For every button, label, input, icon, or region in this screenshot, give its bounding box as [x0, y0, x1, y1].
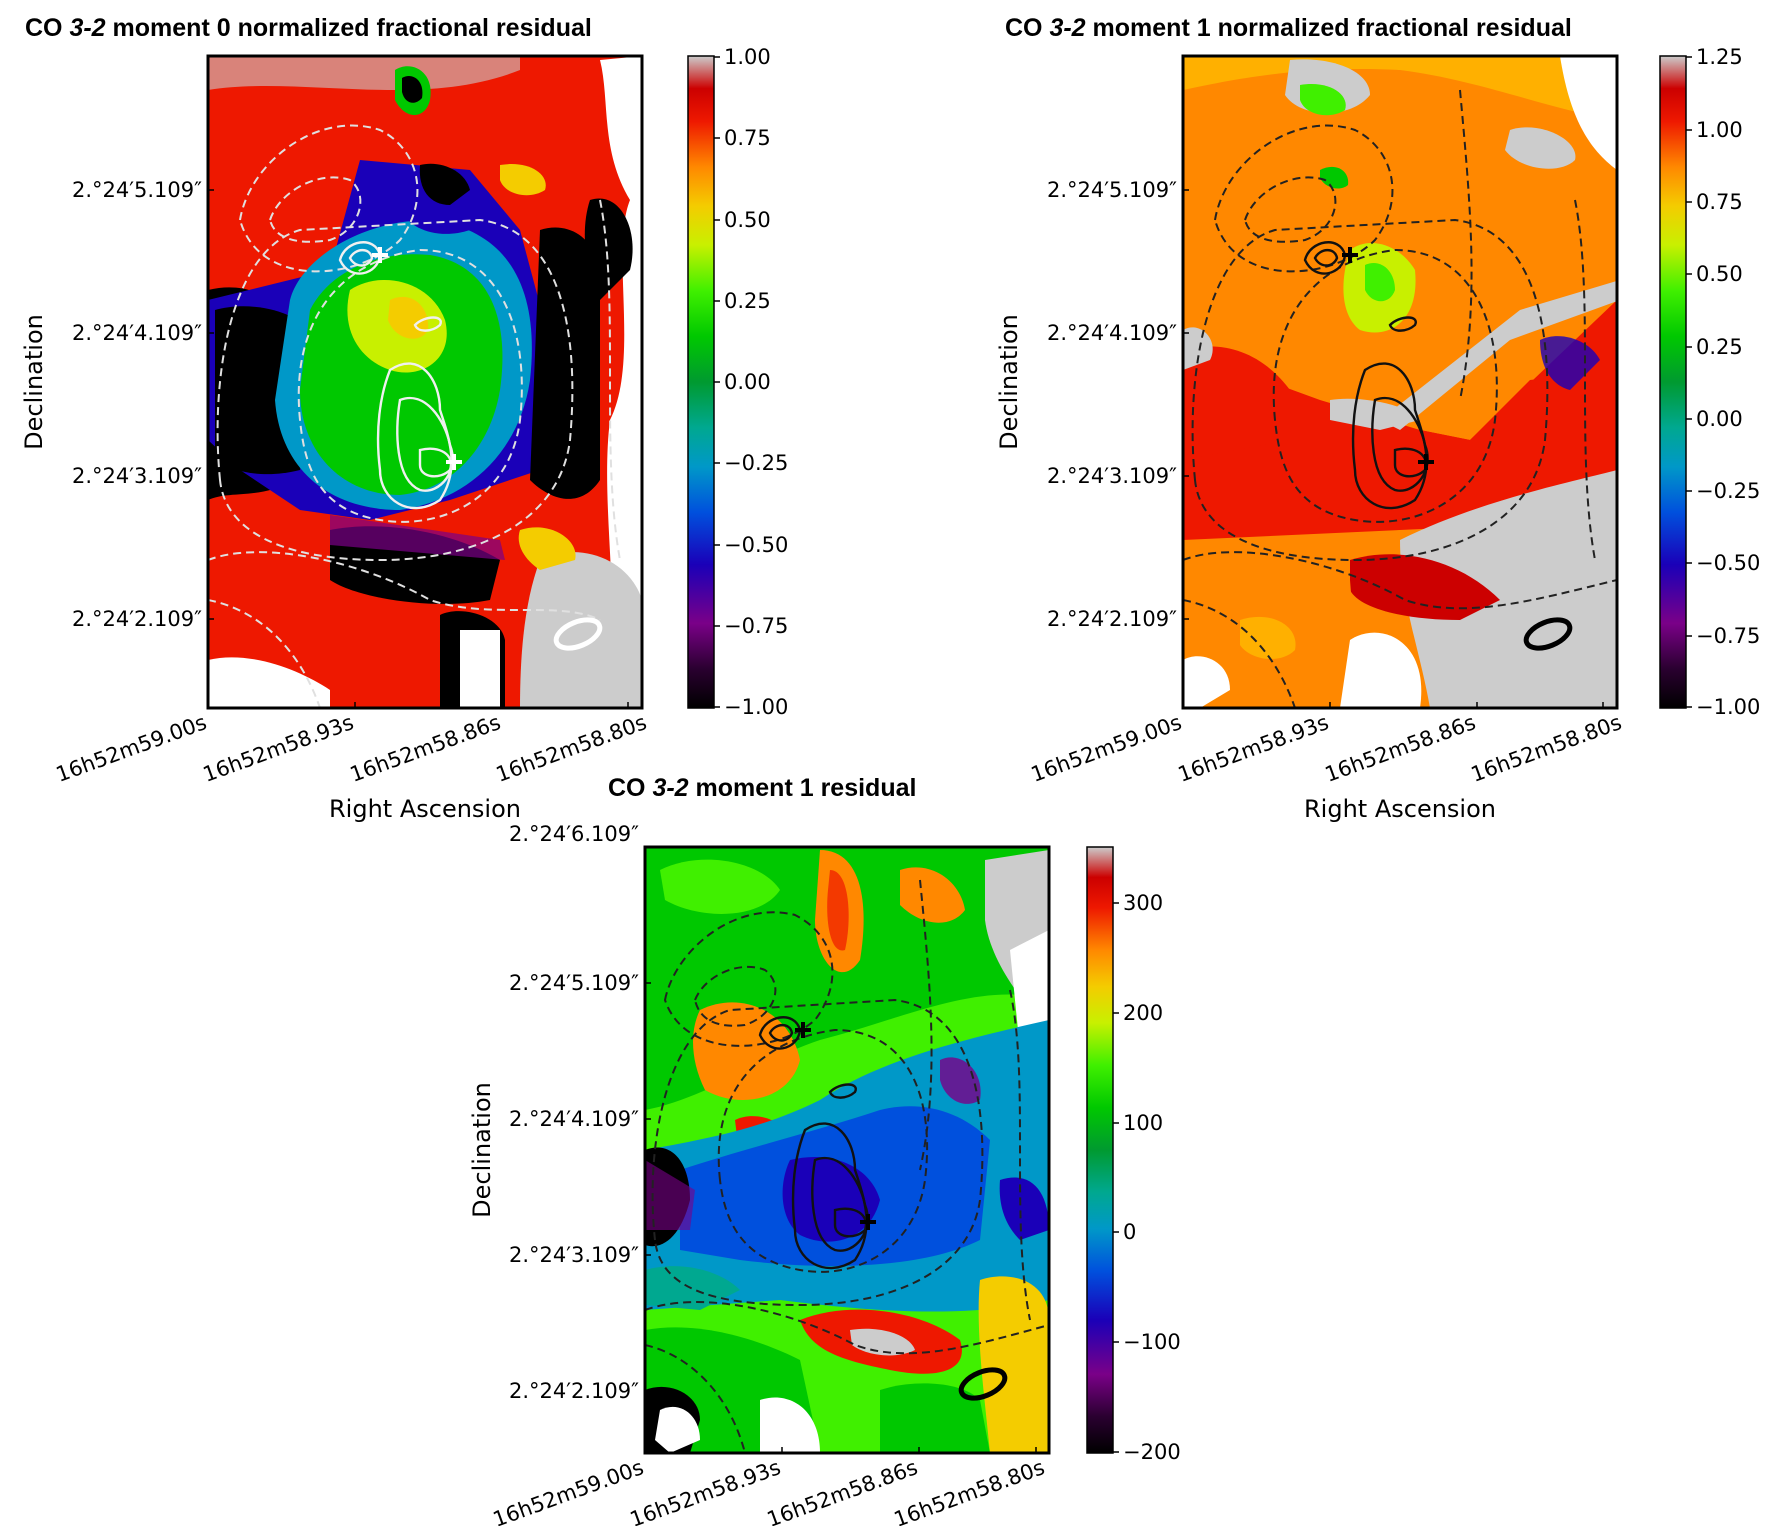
panel2-frame: [1181, 54, 1619, 710]
panel1-cbar-tick: 0.75: [724, 126, 771, 150]
panel2-title: CO 3-2 moment 1 normalized fractional re…: [1005, 14, 1572, 42]
panel3-marker-b: [860, 1214, 876, 1230]
panel2-cbar-tick: −1.00: [1696, 695, 1760, 719]
panel2-contours: [1183, 89, 1617, 708]
panel1-frame: [206, 54, 644, 710]
panel3-xtick: 16h52m59.00s: [490, 1455, 647, 1526]
panel2-ytick: 2.°24′2.109″: [1047, 607, 1177, 631]
panel2-beam-ellipse: [1523, 617, 1573, 651]
panel1-cbar-tick: 1.00: [724, 45, 771, 69]
panel3-ytick: 2.°24′6.109″: [509, 822, 639, 846]
panel2-xtick: 16h52m58.86s: [1322, 710, 1479, 787]
panel2-xtick: 16h52m59.00s: [1028, 710, 1185, 787]
panel3-cbar-tick: 100: [1123, 1111, 1163, 1135]
panel3-solid-contours: [758, 1016, 869, 1270]
panel2-heatmap: [1183, 56, 1617, 708]
panel1-cbar-tick: −0.75: [724, 614, 788, 638]
panel3-ylabel: Declination: [468, 1082, 496, 1218]
panel1-xtick: 16h52m58.86s: [347, 710, 504, 787]
panel2-cbar-tick: 0.25: [1696, 335, 1743, 359]
panel3-frame: [643, 845, 1051, 1455]
panel3-y-tick-labels: 2.°24′6.109″ 2.°24′5.109″ 2.°24′4.109″ 2…: [509, 822, 639, 1403]
panel3-ytick: 2.°24′2.109″: [509, 1379, 639, 1403]
panel3-ytick: 2.°24′4.109″: [509, 1107, 639, 1131]
panel2-cbar-tick: 1.25: [1696, 45, 1743, 69]
panel3-colorbar-ticks: [1113, 902, 1119, 1453]
panel2-xlabel: Right Ascension: [1304, 795, 1496, 823]
panel1-y-tick-labels: 2.°24′5.109″ 2.°24′4.109″ 2.°24′3.109″ 2…: [72, 178, 202, 631]
panel1-colorbar: [687, 55, 715, 709]
panel3-cbar-tick: −100: [1123, 1330, 1181, 1354]
panel3-heatmap: [645, 847, 1049, 1453]
panel1-ytick: 2.°24′5.109″: [72, 178, 202, 202]
panel3-cbar-tick: −200: [1123, 1440, 1181, 1464]
panel3-title: CO 3-2 moment 1 residual: [608, 774, 916, 802]
panel3-cbar-tick: 300: [1123, 891, 1163, 915]
panel3-ticks: [644, 846, 1037, 1453]
panel2-cbar-tick: 0.50: [1696, 262, 1743, 286]
panel1-contours: [208, 124, 621, 708]
panel2-colorbar-labels: 1.25 1.00 0.75 0.50 0.25 0.00 −0.25 −0.5…: [1696, 45, 1760, 719]
panel3-beam-ellipse: [958, 1367, 1008, 1401]
panel2-marker-a: [1342, 247, 1358, 263]
panel1-cbar-tick: −1.00: [724, 695, 788, 719]
panel1-marker-b: [446, 454, 462, 470]
panel2-x-tick-labels: 16h52m59.00s 16h52m58.93s 16h52m58.86s 1…: [1028, 710, 1625, 787]
panel1-cbar-tick: 0.50: [724, 208, 771, 232]
panel3-markers: [795, 1022, 876, 1230]
panel2-cbar-tick: −0.25: [1696, 479, 1760, 503]
panel1-xtick: 16h52m59.00s: [53, 710, 210, 787]
panel1-heatmap: [208, 56, 642, 708]
panel2-cbar-tick: −0.75: [1696, 624, 1760, 648]
panel2-cbar-tick: −0.50: [1696, 551, 1760, 575]
panel1-cbar-tick: 0.25: [724, 289, 771, 313]
panel2-marker-b: [1418, 454, 1434, 470]
panel2-cbar-tick: 0.00: [1696, 407, 1743, 431]
panel3-colorbar-labels: 300 200 100 0 −100 −200: [1123, 891, 1181, 1464]
panel1-beam-ellipse: [553, 617, 603, 651]
panel1-ytick: 2.°24′2.109″: [72, 607, 202, 631]
panel2-colorbar: [1659, 55, 1687, 709]
panel1-cbar-tick: −0.50: [724, 533, 788, 557]
panel2-ylabel: Declination: [995, 314, 1023, 450]
panel2-ytick: 2.°24′5.109″: [1047, 178, 1177, 202]
panel3-marker-a: [795, 1022, 811, 1038]
panel2-markers: [1342, 247, 1434, 470]
panel2-xtick: 16h52m58.93s: [1175, 710, 1332, 787]
panel2-xtick: 16h52m58.80s: [1468, 710, 1625, 787]
panel3-colorbar: [1086, 846, 1114, 1454]
panel3-ytick: 2.°24′3.109″: [509, 1243, 639, 1267]
panel3-xtick: 16h52m58.93s: [627, 1455, 784, 1526]
panel1-ylabel: Declination: [20, 314, 48, 450]
panel1-xlabel: Right Ascension: [329, 795, 521, 823]
panel1-cbar-tick: −0.25: [724, 451, 788, 475]
panel1-x-tick-labels: 16h52m59.00s 16h52m58.93s 16h52m58.86s 1…: [53, 710, 650, 787]
panel1-ticks: [207, 189, 629, 708]
panel1-markers: [372, 247, 462, 470]
panel2-cbar-tick: 0.75: [1696, 190, 1743, 214]
panel2-ytick: 2.°24′4.109″: [1047, 321, 1177, 345]
panel2-colorbar-ticks: [1686, 56, 1692, 708]
panel3-contours: [645, 879, 1049, 1453]
panel1-marker-a: [372, 247, 388, 263]
panel3-x-tick-labels: 16h52m59.00s 16h52m58.93s 16h52m58.86s 1…: [490, 1455, 1048, 1526]
panel2-y-tick-labels: 2.°24′5.109″ 2.°24′4.109″ 2.°24′3.109″ 2…: [1047, 178, 1177, 631]
panel1-ytick: 2.°24′4.109″: [72, 321, 202, 345]
panel1-cbar-tick: 0.00: [724, 370, 771, 394]
panel3-cbar-tick: 200: [1123, 1001, 1163, 1025]
panel2-ytick: 2.°24′3.109″: [1047, 464, 1177, 488]
panel1-colorbar-ticks: [714, 56, 720, 708]
panel1-title: CO 3-2 moment 0 normalized fractional re…: [25, 14, 592, 42]
panel1-ytick: 2.°24′3.109″: [72, 464, 202, 488]
panel2-cbar-tick: 1.00: [1696, 118, 1743, 142]
panel2-solid-contours: [1303, 241, 1429, 510]
panel3-ytick: 2.°24′5.109″: [509, 971, 639, 995]
panel1-xtick: 16h52m58.93s: [200, 710, 357, 787]
panel1-colorbar-labels: 1.00 0.75 0.50 0.25 0.00 −0.25 −0.50 −0.…: [724, 45, 788, 719]
panel3-cbar-tick: 0: [1123, 1220, 1136, 1244]
panel2-ticks: [1182, 189, 1604, 708]
